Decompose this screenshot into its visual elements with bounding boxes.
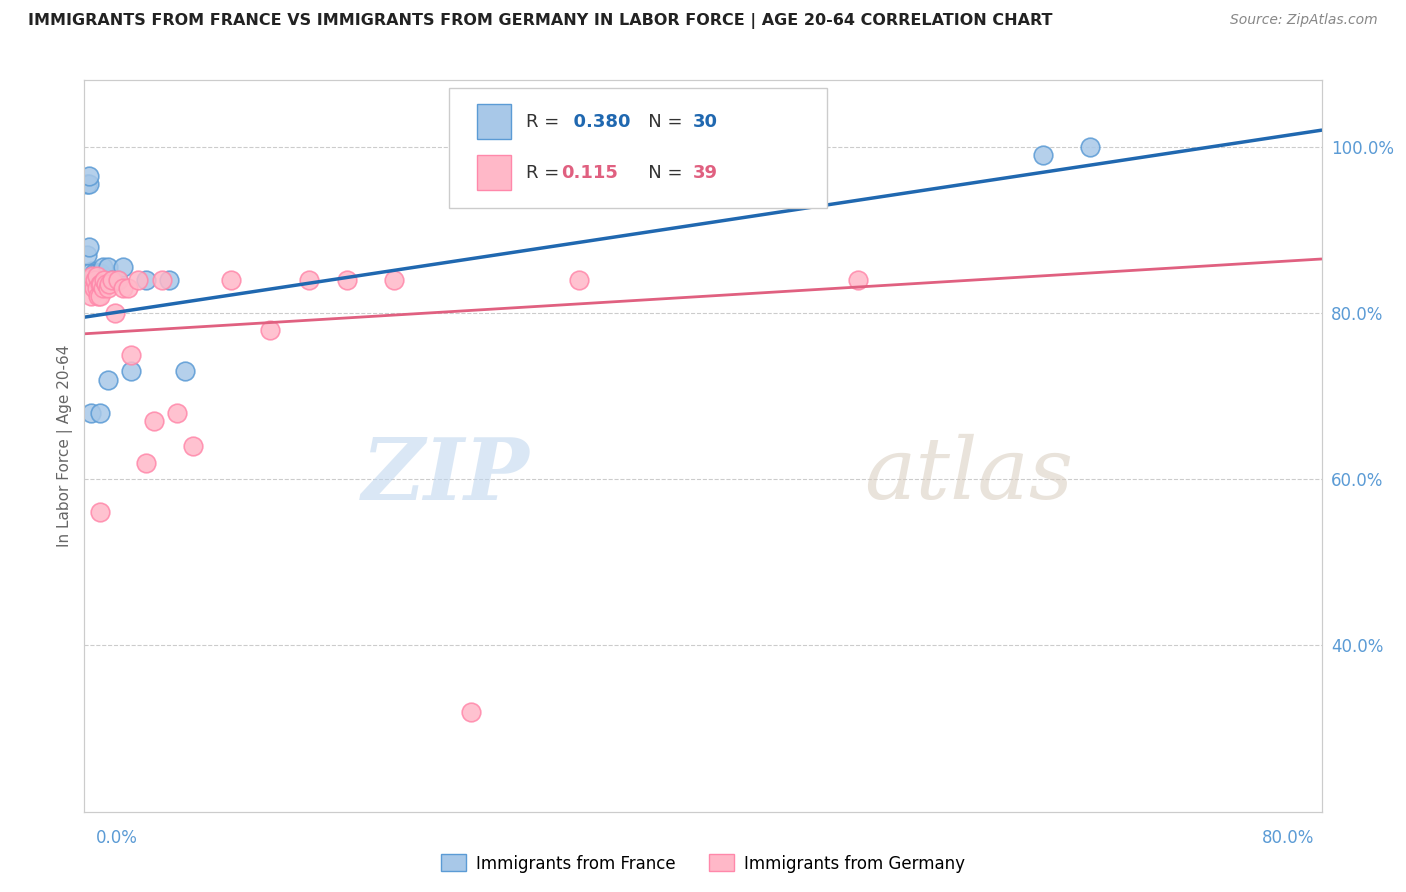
FancyBboxPatch shape bbox=[477, 155, 512, 190]
Point bbox=[259, 323, 281, 337]
Point bbox=[89, 289, 111, 303]
Point bbox=[76, 248, 98, 262]
Point bbox=[86, 268, 108, 283]
Point bbox=[82, 264, 104, 278]
Text: R =: R = bbox=[526, 113, 565, 131]
FancyBboxPatch shape bbox=[477, 104, 512, 139]
Point bbox=[846, 273, 869, 287]
Point bbox=[86, 266, 108, 280]
Point bbox=[93, 273, 115, 287]
Legend: Immigrants from France, Immigrants from Germany: Immigrants from France, Immigrants from … bbox=[434, 847, 972, 880]
Point bbox=[298, 273, 321, 287]
Point bbox=[84, 273, 107, 287]
Point bbox=[97, 372, 120, 386]
Point bbox=[166, 406, 188, 420]
Point bbox=[79, 406, 101, 420]
Point bbox=[94, 277, 117, 291]
Text: 0.380: 0.380 bbox=[561, 113, 630, 131]
Point bbox=[181, 439, 204, 453]
Point bbox=[98, 277, 121, 291]
Point bbox=[79, 273, 101, 287]
Point bbox=[83, 273, 105, 287]
Point bbox=[86, 281, 108, 295]
Point bbox=[143, 414, 166, 428]
Point bbox=[150, 273, 173, 287]
Point bbox=[135, 456, 157, 470]
Point bbox=[460, 705, 482, 719]
Point bbox=[82, 268, 104, 283]
Point bbox=[117, 281, 139, 295]
Point bbox=[1078, 140, 1101, 154]
Point bbox=[107, 273, 129, 287]
Point bbox=[221, 273, 243, 287]
Text: 30: 30 bbox=[693, 113, 718, 131]
Point bbox=[76, 273, 98, 287]
Point bbox=[159, 273, 181, 287]
Point bbox=[101, 273, 124, 287]
Point bbox=[174, 364, 197, 378]
Point bbox=[89, 277, 111, 291]
Text: R =: R = bbox=[526, 164, 571, 182]
Point bbox=[382, 273, 405, 287]
Point bbox=[90, 277, 112, 291]
Point bbox=[83, 281, 105, 295]
Text: 0.0%: 0.0% bbox=[96, 829, 138, 847]
Point bbox=[82, 273, 104, 287]
Point bbox=[76, 177, 98, 191]
Point bbox=[120, 348, 142, 362]
Point bbox=[77, 277, 100, 291]
Point bbox=[87, 289, 110, 303]
Text: 80.0%: 80.0% bbox=[1263, 829, 1315, 847]
Point bbox=[101, 273, 124, 287]
Point bbox=[97, 260, 120, 275]
Point bbox=[82, 277, 104, 291]
Point bbox=[336, 273, 359, 287]
Point bbox=[91, 260, 114, 275]
FancyBboxPatch shape bbox=[450, 87, 827, 209]
Point bbox=[112, 260, 135, 275]
Point bbox=[112, 281, 135, 295]
Point bbox=[107, 273, 129, 287]
Text: IMMIGRANTS FROM FRANCE VS IMMIGRANTS FROM GERMANY IN LABOR FORCE | AGE 20-64 COR: IMMIGRANTS FROM FRANCE VS IMMIGRANTS FRO… bbox=[28, 13, 1053, 29]
Text: 0.115: 0.115 bbox=[561, 164, 617, 182]
Point bbox=[83, 266, 105, 280]
Text: Source: ZipAtlas.com: Source: ZipAtlas.com bbox=[1230, 13, 1378, 28]
Point bbox=[135, 273, 157, 287]
Point bbox=[77, 177, 100, 191]
Text: ZIP: ZIP bbox=[361, 434, 530, 517]
Text: 39: 39 bbox=[693, 164, 718, 182]
Point bbox=[90, 271, 112, 285]
Text: N =: N = bbox=[631, 113, 689, 131]
Point bbox=[568, 273, 591, 287]
Text: N =: N = bbox=[631, 164, 689, 182]
Point bbox=[79, 289, 101, 303]
Point bbox=[104, 306, 127, 320]
Point bbox=[97, 281, 120, 295]
Point bbox=[93, 273, 115, 287]
Point bbox=[91, 281, 114, 295]
Text: atlas: atlas bbox=[863, 434, 1073, 516]
Point bbox=[89, 266, 111, 280]
Point bbox=[87, 273, 110, 287]
Point bbox=[1032, 148, 1054, 162]
Point bbox=[77, 169, 100, 183]
Y-axis label: In Labor Force | Age 20-64: In Labor Force | Age 20-64 bbox=[58, 345, 73, 547]
Point bbox=[77, 239, 100, 253]
Point bbox=[84, 273, 107, 287]
Point bbox=[120, 364, 142, 378]
Point bbox=[89, 406, 111, 420]
Point bbox=[89, 506, 111, 520]
Point bbox=[128, 273, 150, 287]
